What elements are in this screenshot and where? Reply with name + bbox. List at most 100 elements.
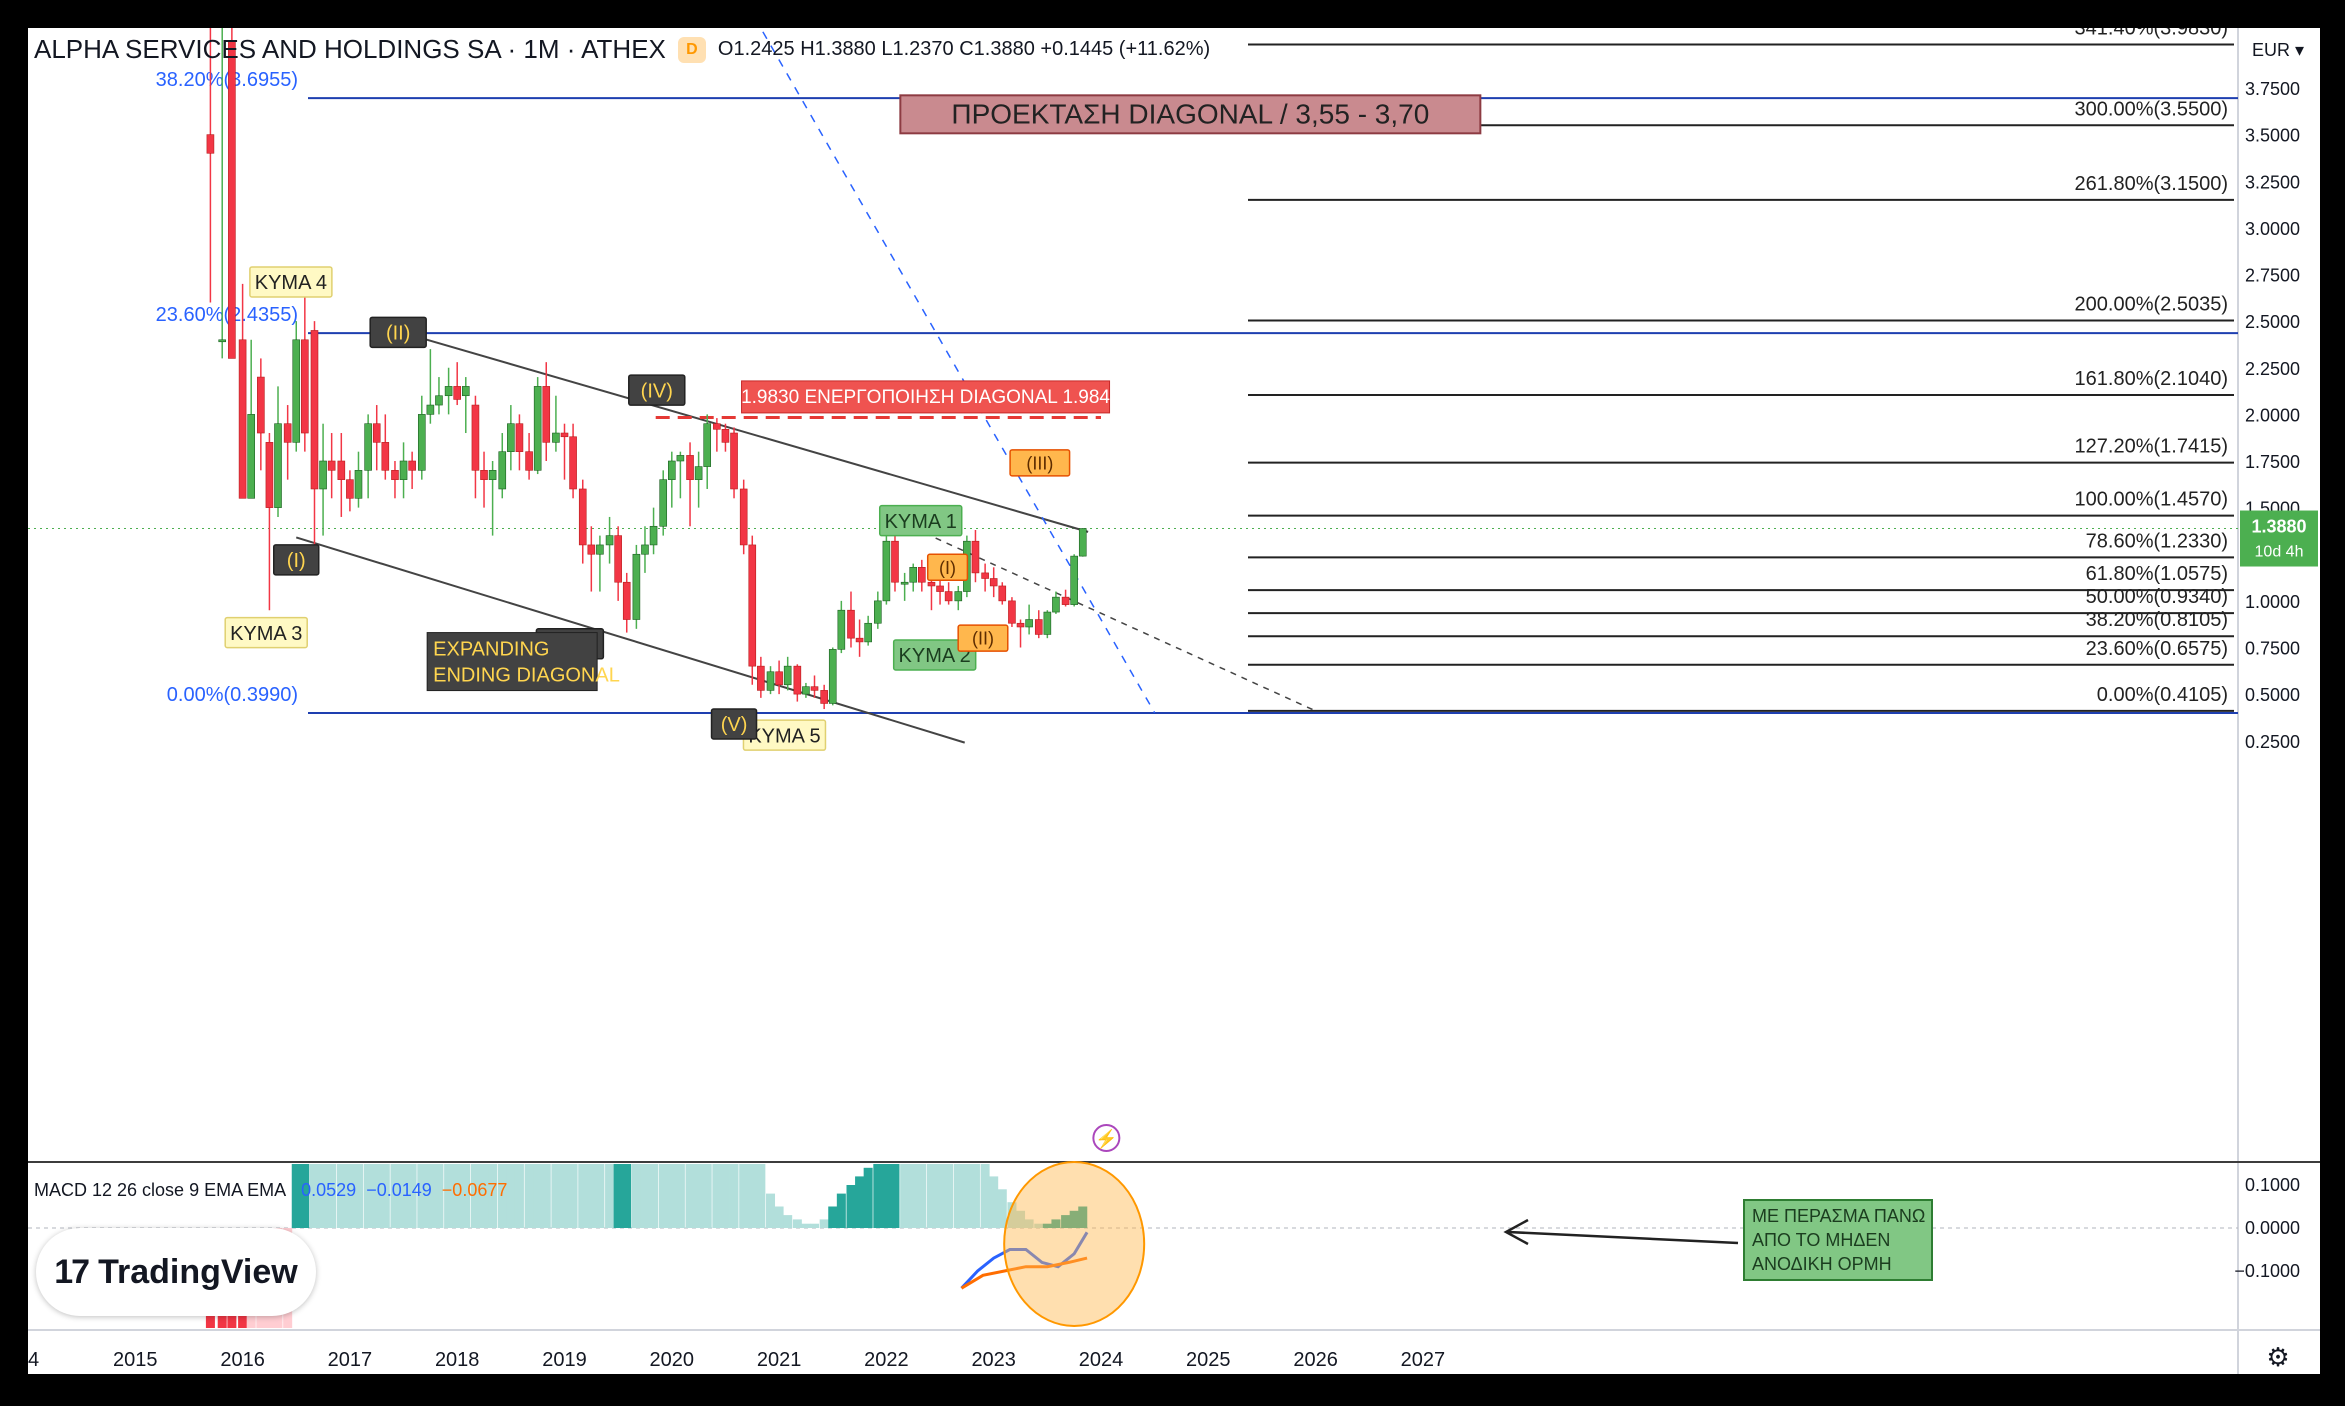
time-tick-label: 2026 — [1293, 1349, 1338, 1371]
subwave-label-ii-box — [957, 624, 1009, 652]
candle-body — [820, 690, 828, 704]
macd-histogram-bar — [1007, 1202, 1017, 1228]
macd-histogram-bar — [488, 1164, 498, 1228]
last-price-value: 1.3880 — [2251, 517, 2306, 537]
candle-body — [596, 544, 604, 555]
tradingview-wordmark: TradingView — [98, 1252, 298, 1291]
macd-histogram-bar — [712, 1164, 722, 1228]
wave-label-kyma3: ΚΥΜΑ 3 — [230, 623, 302, 645]
settings-gear-icon: ⚙ — [2266, 1342, 2289, 1372]
fib-extension-label: 23.60%(0.6575) — [2086, 638, 2228, 660]
macd-histogram-bar — [649, 1164, 659, 1228]
subwave-label-ii: (II) — [972, 629, 994, 649]
diagonal-lower-line — [295, 536, 966, 744]
candle-body — [686, 455, 694, 480]
price-tick-label: 2.2500 — [2245, 359, 2300, 379]
macd-histogram-bar — [417, 1164, 427, 1228]
activation-box — [741, 380, 1111, 414]
price-chart[interactable]: 38.20%(3.6955) 23.60%(2.4355) 0.00%(0.3990… — [28, 28, 2320, 1374]
price-tick-label: 2.7500 — [2245, 266, 2300, 286]
macd-histogram-bar — [407, 1164, 417, 1228]
candle-body — [909, 567, 918, 583]
candle-body — [399, 460, 408, 480]
time-tick-label: 2021 — [757, 1349, 802, 1371]
candle-body — [659, 479, 668, 527]
delayed-data-badge[interactable]: D — [677, 36, 706, 63]
candle-body — [632, 553, 641, 620]
candle-body — [257, 376, 265, 434]
price-tick-label: 3.7500 — [2245, 79, 2300, 99]
candle-body — [989, 578, 998, 587]
candle-body — [265, 442, 274, 508]
time-tick-label: 2019 — [542, 1349, 587, 1371]
candle-body — [748, 544, 757, 667]
macd-histogram-bar — [586, 1164, 596, 1228]
dashed-trend-line — [880, 512, 1316, 712]
candle-body — [247, 414, 255, 499]
macd-histogram-bar — [336, 1164, 346, 1228]
candle-body — [310, 330, 319, 490]
macd-histogram-bar — [739, 1164, 749, 1228]
fib-extension-label: 61.80%(1.0575) — [2086, 563, 2228, 585]
subwave-label-i-box — [926, 553, 969, 582]
macd-tick-label: −0.1000 — [2234, 1261, 2300, 1281]
candle-body — [855, 637, 864, 643]
symbol-title[interactable]: ALPHA SERVICES AND HOLDINGS SA · 1M · AT… — [34, 34, 666, 64]
macd-histogram-bar — [514, 1164, 524, 1228]
macd-histogram-bar — [908, 1164, 918, 1228]
macd-histogram-bar — [380, 1164, 390, 1228]
macd-histogram-bar — [353, 1164, 363, 1228]
candle-body — [676, 455, 685, 462]
fib-extension-label: 100.00%(1.4570) — [2075, 489, 2228, 511]
candle-body — [971, 540, 980, 574]
candle-body — [525, 451, 533, 471]
subwave-label-i: (I) — [939, 558, 956, 578]
candle-body — [605, 535, 614, 546]
candle-body — [569, 436, 577, 490]
bar-countdown: 10d 4h — [2255, 544, 2304, 561]
macd-legend-name: MACD 12 26 close 9 EMA EMA — [34, 1180, 287, 1200]
macd-histogram-bar — [372, 1164, 382, 1228]
fib-level-label: 38.20%(3.6955) — [156, 69, 298, 91]
candle-body — [998, 585, 1007, 602]
time-tick-label: 2023 — [971, 1349, 1016, 1371]
candle-body — [649, 525, 658, 546]
candle-body — [1034, 619, 1043, 635]
macd-histogram-bar — [497, 1164, 507, 1228]
macd-histogram-bar — [533, 1164, 543, 1228]
macd-histogram-bar — [363, 1164, 373, 1228]
candle-body — [837, 609, 846, 650]
candle-body — [847, 609, 855, 639]
wave-label-kyma2-box — [892, 639, 977, 671]
candle-body — [802, 686, 810, 695]
macd-legend[interactable]: MACD 12 26 close 9 EMA EMA 0.0529 −0.014… — [34, 1180, 507, 1201]
candle-body — [292, 339, 301, 443]
tradingview-logo[interactable]: 17 TradingView — [36, 1228, 316, 1316]
macd-histogram-bar — [309, 1164, 319, 1228]
candle-body — [721, 428, 730, 443]
wave-label-kyma4: ΚΥΜΑ 4 — [255, 272, 327, 294]
candle-body — [533, 386, 542, 471]
wave-label-V-box — [710, 708, 758, 740]
macd-histogram-bar — [506, 1164, 516, 1228]
macd-histogram-bar — [444, 1164, 454, 1228]
candle-body — [578, 488, 587, 546]
candle-body — [1008, 600, 1016, 624]
wave-label-kyma1-box — [878, 504, 963, 537]
macd-histogram-bar — [390, 1164, 400, 1228]
macd-histogram-bar — [568, 1164, 578, 1228]
macd-histogram-bar — [675, 1164, 685, 1228]
candle-body — [927, 581, 936, 587]
macd-histogram-bar — [729, 1164, 739, 1228]
candle-body — [1043, 611, 1052, 635]
candle-body — [372, 423, 381, 443]
signal-line — [960, 1256, 1088, 1290]
candle-body — [435, 395, 443, 406]
macd-histogram-bar — [1078, 1206, 1088, 1228]
macd-tick-label: 0.1000 — [2245, 1175, 2300, 1195]
macd-histogram-bar — [890, 1164, 900, 1228]
candle-body — [560, 432, 569, 438]
wave-label-kyma1: ΚΥΜΑ 1 — [885, 511, 957, 533]
candle-body — [810, 686, 819, 691]
macd-highlight-circle — [1003, 1161, 1146, 1327]
